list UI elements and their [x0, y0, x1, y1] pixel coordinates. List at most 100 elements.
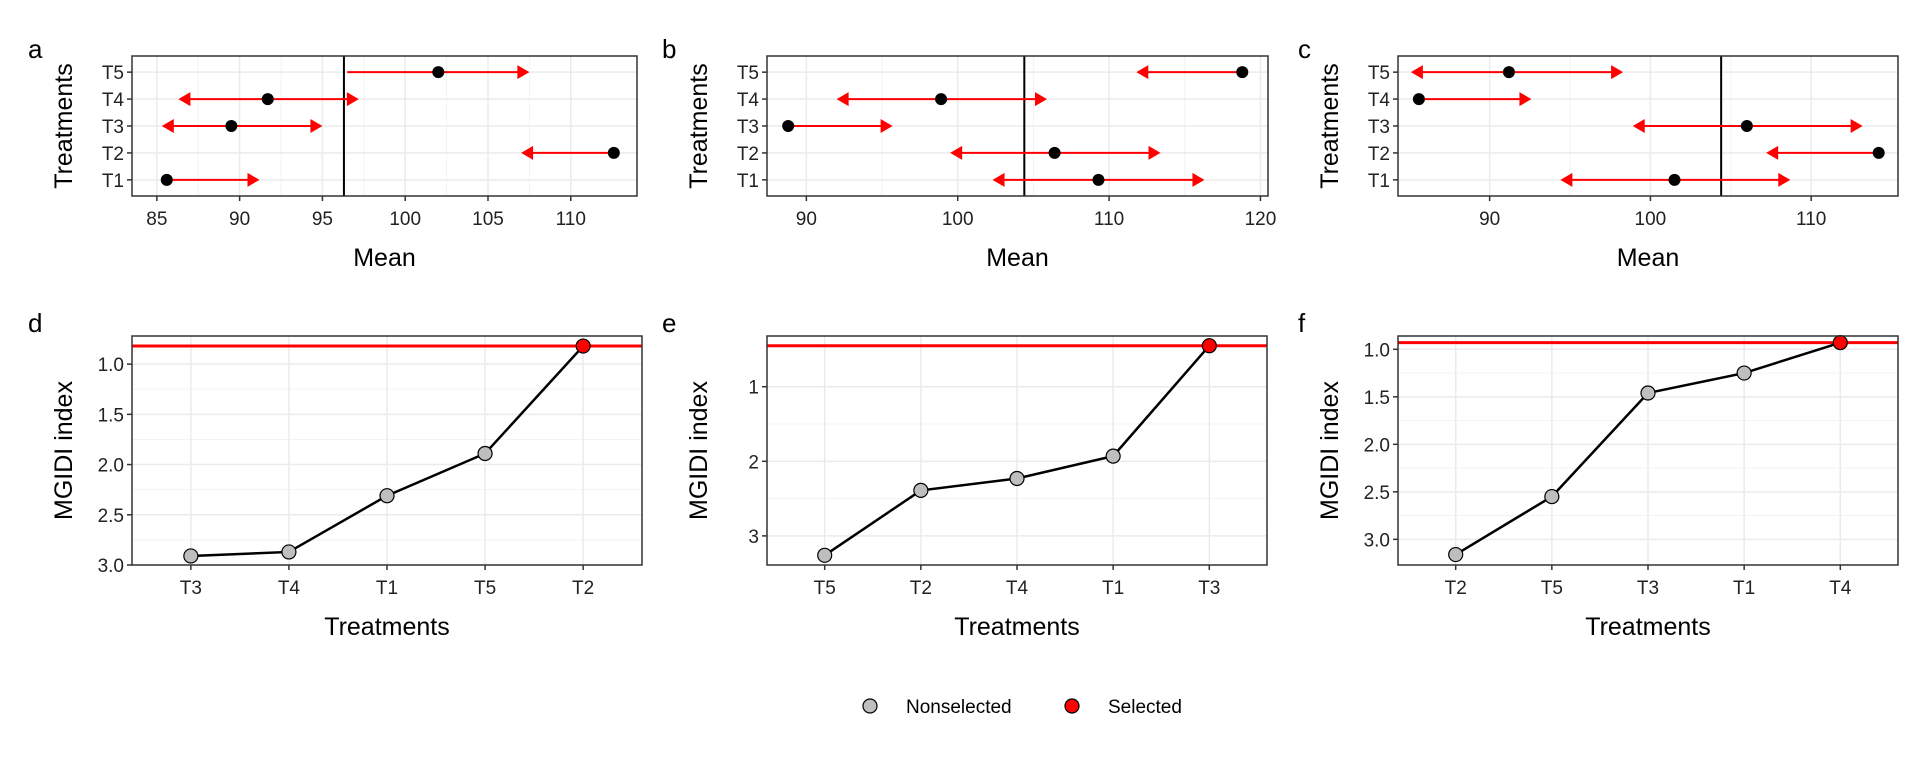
- mean-point: [225, 120, 238, 132]
- y-tick-label: 2.0: [98, 456, 124, 477]
- mean-point: [782, 120, 795, 132]
- arrow-head: [1148, 145, 1161, 160]
- legend-label: Nonselected: [906, 697, 1012, 718]
- x-tick-label: 100: [942, 209, 974, 230]
- nonselected-point: [1640, 385, 1656, 401]
- x-tick-label: 90: [1479, 209, 1500, 230]
- panel-border: [1397, 55, 1899, 197]
- x-tick-label: T3: [1637, 578, 1659, 599]
- mean-point: [935, 93, 948, 106]
- mean-point: [1236, 66, 1249, 79]
- panel-e: e 1 2 3 T5 T2 T4 T1 T3 Treatments MGIDI index: [662, 308, 1268, 641]
- x-tick-label: T4: [278, 578, 301, 599]
- arrow-head: [836, 92, 849, 107]
- mean-point: [607, 146, 620, 159]
- nonselected-point: [913, 482, 929, 499]
- y-axis-title: MGIDI index: [1316, 381, 1344, 520]
- mean-point: [1872, 146, 1885, 159]
- panel-border: [766, 55, 1269, 197]
- y-tick-label: 3: [748, 527, 759, 548]
- y-tick-label: T5: [1368, 63, 1390, 84]
- legend: Nonselected Selected: [862, 697, 1182, 718]
- y-tick-label: 2: [748, 452, 759, 473]
- arrow-head: [1850, 119, 1863, 133]
- arrow-head: [1192, 172, 1205, 187]
- nonselected-point: [183, 548, 199, 564]
- legend-swatch: [862, 698, 878, 714]
- y-tick-label: T5: [102, 63, 124, 84]
- arrow-head: [950, 145, 963, 160]
- nonselected-point: [281, 544, 297, 560]
- panel-label: e: [662, 308, 676, 338]
- nonselected-point: [1736, 365, 1752, 381]
- y-tick-label: T3: [102, 117, 124, 138]
- y-axis-title: Treatments: [50, 63, 78, 189]
- x-tick-label: 100: [1635, 209, 1667, 230]
- y-tick-label: 3.0: [1364, 530, 1390, 551]
- y-tick-label: 1.5: [1364, 388, 1390, 409]
- arrow-head: [1778, 172, 1791, 187]
- panel-border: [1397, 335, 1899, 566]
- arrow-head: [161, 119, 174, 133]
- x-tick-label: T1: [1102, 578, 1124, 599]
- x-tick-label: T1: [1733, 578, 1755, 599]
- panel-border: [131, 335, 643, 566]
- x-tick-label: T5: [814, 578, 836, 599]
- x-axis-title: Treatments: [954, 613, 1080, 641]
- mean-point: [1092, 173, 1105, 186]
- y-tick-label: T3: [737, 117, 759, 138]
- panel-d: d 1.0 1.5 2.0 2.5 3.0 T3 T4 T1 T5 T2 Treatments MGID…: [28, 308, 643, 641]
- panel-border: [766, 335, 1268, 566]
- arrow-head: [1766, 145, 1779, 160]
- x-tick-label: 90: [229, 209, 250, 230]
- y-axis-title: Treatments: [1316, 63, 1344, 189]
- y-tick-label: T2: [102, 144, 124, 165]
- nonselected-point: [477, 445, 493, 462]
- y-tick-label: 3.0: [98, 556, 124, 577]
- mean-point: [160, 173, 173, 186]
- y-tick-label: T1: [737, 171, 759, 192]
- mean-point: [1740, 120, 1753, 132]
- arrow-head: [178, 92, 191, 107]
- x-tick-label: T4: [1829, 578, 1852, 599]
- mean-point: [432, 66, 445, 79]
- legend-item: Selected: [1064, 697, 1182, 718]
- x-tick-label: 110: [1796, 209, 1826, 230]
- y-tick-label: 1: [748, 378, 759, 399]
- x-tick-label: 105: [472, 209, 504, 230]
- panel-label: b: [662, 34, 676, 64]
- nonselected-point: [1448, 546, 1464, 563]
- x-tick-label: T2: [1445, 578, 1467, 599]
- x-axis-title: Mean: [353, 244, 416, 272]
- panel-label: c: [1298, 34, 1311, 64]
- arrow-head: [1519, 92, 1532, 107]
- y-tick-label: T1: [102, 171, 124, 192]
- arrow-head: [517, 65, 530, 80]
- mean-point: [1412, 93, 1425, 106]
- x-tick-label: 90: [796, 209, 817, 230]
- y-tick-label: T5: [737, 63, 759, 84]
- y-axis-title: MGIDI index: [50, 381, 78, 520]
- mean-point: [1668, 173, 1681, 186]
- arrow-head: [247, 172, 260, 187]
- y-tick-label: T4: [737, 90, 760, 111]
- y-tick-label: 1.5: [98, 405, 124, 426]
- x-tick-label: 110: [1094, 209, 1124, 230]
- nonselected-point: [1544, 488, 1560, 505]
- y-axis-title: MGIDI index: [685, 381, 713, 520]
- legend-label: Selected: [1108, 697, 1182, 718]
- panel-label: f: [1298, 308, 1306, 338]
- y-tick-label: 2.0: [1364, 435, 1390, 456]
- arrow-head: [1632, 119, 1645, 133]
- x-tick-label: T1: [376, 578, 398, 599]
- mean-point: [1502, 66, 1515, 79]
- x-axis-title: Mean: [986, 244, 1049, 272]
- y-tick-label: T2: [737, 144, 759, 165]
- arrow-head: [310, 119, 323, 133]
- x-tick-label: T5: [1541, 578, 1563, 599]
- selected-point: [575, 338, 591, 354]
- x-tick-label: T4: [1006, 578, 1029, 599]
- x-tick-label: 100: [389, 209, 421, 230]
- x-tick-label: 95: [312, 209, 333, 230]
- panel-label: a: [28, 34, 43, 64]
